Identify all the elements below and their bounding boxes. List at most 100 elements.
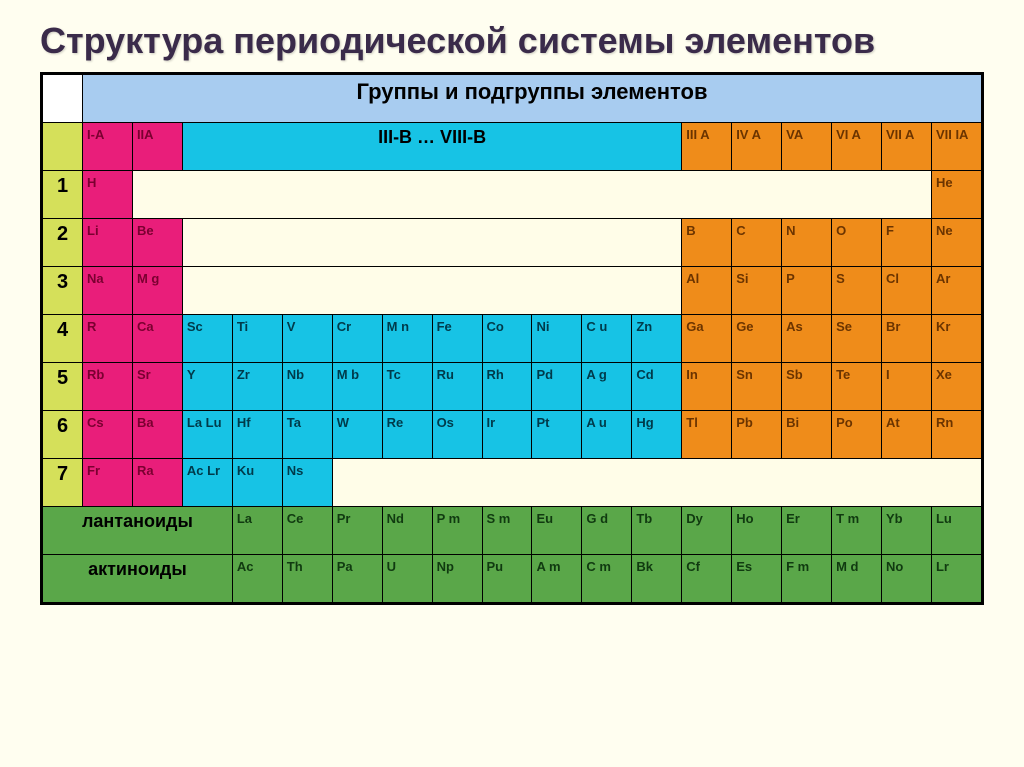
groups-header: Группы и подгруппы элементов [83,75,982,123]
cell-Am: A m [532,555,582,603]
cell-P: P [782,267,832,315]
cell-Th: Th [282,555,332,603]
cell-C: C [732,219,782,267]
cell-Ku: Ku [232,459,282,507]
cell-Lr: Lr [931,555,981,603]
cell-Nd: Nd [382,507,432,555]
cell-Ru: Ru [432,363,482,411]
cell-Ra: Ra [132,459,182,507]
col-VIIIA: VII IA [931,123,981,171]
col-VIIA: VII A [882,123,932,171]
cell-Ta: Ta [282,411,332,459]
cell-Pm: P m [432,507,482,555]
cell-Ho: Ho [732,507,782,555]
cell-Po: Po [832,411,882,459]
cell-LaLu: La Lu [182,411,232,459]
cell-Hf: Hf [232,411,282,459]
cell-W: W [332,411,382,459]
cell-Cs: Cs [83,411,133,459]
actinoids-row: актиноиды Ac Th Pa U Np Pu A m C m Bk Cf… [43,555,982,603]
cell-Cm: C m [582,555,632,603]
cell-Ag: A g [582,363,632,411]
page-title: Структура периодической системы элементо… [40,20,984,62]
cell-Zr: Zr [232,363,282,411]
cell-At: At [882,411,932,459]
cell-Si: Si [732,267,782,315]
cell-Rb: Rb [83,363,133,411]
cell-Ge: Ge [732,315,782,363]
cell-Cf: Cf [682,555,732,603]
col-IIIA: III A [682,123,732,171]
cell-B: B [682,219,732,267]
lanthanoids-label: лантаноиды [43,507,233,555]
cell-Ce: Ce [282,507,332,555]
cell-Yb: Yb [882,507,932,555]
cell-Tb: Tb [632,507,682,555]
cell-Zn: Zn [632,315,682,363]
period-5: 5 Rb Sr Y Zr Nb M b Tc Ru Rh Pd A g Cd I… [43,363,982,411]
cell-In: In [682,363,732,411]
period-2: 2 Li Be B C N O F Ne [43,219,982,267]
period-6: 6 Cs Ba La Lu Hf Ta W Re Os Ir Pt A u Hg… [43,411,982,459]
cell-Se: Se [832,315,882,363]
cell-Ne: Ne [931,219,981,267]
cell-Sn: Sn [732,363,782,411]
cell-Ac: Ac [232,555,282,603]
cell-V: V [282,315,332,363]
cell-N: N [782,219,832,267]
cell-Bi: Bi [782,411,832,459]
cell-Be: Be [132,219,182,267]
cell-Al: Al [682,267,732,315]
cell-Ni: Ni [532,315,582,363]
cell-Na: Na [83,267,133,315]
lanthanoids-row: лантаноиды La Ce Pr Nd P m S m Eu G d Tb… [43,507,982,555]
cell-F: F [882,219,932,267]
cell-Pr: Pr [332,507,382,555]
cell-Fe: Fe [432,315,482,363]
cell-Rh: Rh [482,363,532,411]
col-VA: VA [782,123,832,171]
cell-Fm: F m [782,555,832,603]
periodic-table: Группы и подгруппы элементов I-A IIА III… [40,72,984,605]
cell-Pu: Pu [482,555,532,603]
actinoids-label: актиноиды [43,555,233,603]
cell-Es: Es [732,555,782,603]
period-1: 1 H He [43,171,982,219]
col-mid: III-B … VIII-B [182,123,681,171]
cell-Ga: Ga [682,315,732,363]
cell-Fr: Fr [83,459,133,507]
cell-Nb: Nb [282,363,332,411]
cell-Cr: Cr [332,315,382,363]
cell-I: I [882,363,932,411]
cell-Pa: Pa [332,555,382,603]
cell-Np: Np [432,555,482,603]
cell-Mg: M g [132,267,182,315]
cell-Tc: Tc [382,363,432,411]
cell-Re: Re [382,411,432,459]
cell-Sr: Sr [132,363,182,411]
cell-La: La [232,507,282,555]
period-4: 4 R Ca Sc Ti V Cr M n Fe Co Ni C u Zn Ga… [43,315,982,363]
cell-AcLr: Ac Lr [182,459,232,507]
cell-Te: Te [832,363,882,411]
cell-Cd: Cd [632,363,682,411]
col-IA: I-A [83,123,133,171]
cell-Lu: Lu [931,507,981,555]
cell-Gd: G d [582,507,632,555]
cell-U: U [382,555,432,603]
cell-Kr: Kr [931,315,981,363]
cell-R: R [83,315,133,363]
cell-Mb: M b [332,363,382,411]
cell-Bk: Bk [632,555,682,603]
cell-Mn: M n [382,315,432,363]
group-labels-row: I-A IIА III-B … VIII-B III A IV A VA VI … [43,123,982,171]
cell-Xe: Xe [931,363,981,411]
cell-He: He [931,171,981,219]
cell-Sb: Sb [782,363,832,411]
cell-Cu: C u [582,315,632,363]
cell-Sc: Sc [182,315,232,363]
cell-Pb: Pb [732,411,782,459]
col-IVA: IV A [732,123,782,171]
cell-Hg: Hg [632,411,682,459]
period-3: 3 Na M g Al Si P S Cl Ar [43,267,982,315]
